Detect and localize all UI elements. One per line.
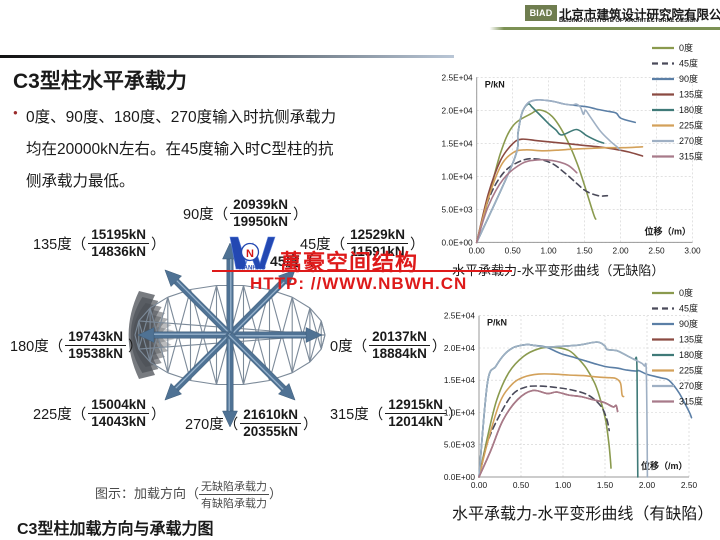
svg-text:1.5E+04: 1.5E+04 [442, 138, 474, 148]
svg-text:2.00: 2.00 [639, 480, 656, 490]
svg-text:180度: 180度 [679, 349, 703, 360]
svg-text:225度: 225度 [679, 120, 703, 131]
svg-text:0度: 0度 [679, 42, 693, 53]
svg-text:315度: 315度 [679, 396, 703, 407]
svg-text:2.0E+04: 2.0E+04 [442, 105, 474, 115]
svg-text:P/kN: P/kN [485, 79, 505, 89]
svg-text:0.00: 0.00 [471, 480, 488, 490]
svg-text:2.5E+04: 2.5E+04 [442, 72, 474, 82]
svg-text:135度: 135度 [679, 334, 703, 345]
svg-text:N: N [246, 248, 254, 260]
svg-text:1.00: 1.00 [555, 480, 572, 490]
svg-text:1.50: 1.50 [597, 480, 614, 490]
svg-text:225度: 225度 [679, 365, 703, 376]
svg-text:位移（/m）: 位移（/m） [645, 225, 692, 236]
svg-text:45度: 45度 [679, 58, 698, 69]
svg-text:90度: 90度 [679, 73, 698, 84]
svg-text:2.50: 2.50 [681, 480, 698, 490]
svg-text:135度: 135度 [679, 89, 703, 100]
svg-text:0.50: 0.50 [513, 480, 530, 490]
svg-text:315度: 315度 [679, 151, 703, 162]
svg-text:180度: 180度 [679, 104, 703, 115]
svg-text:P/kN: P/kN [487, 318, 507, 328]
svg-text:270度: 270度 [679, 380, 703, 391]
svg-text:1.0E+04: 1.0E+04 [442, 171, 474, 181]
svg-text:270度: 270度 [679, 135, 703, 146]
svg-text:90度: 90度 [679, 318, 698, 329]
